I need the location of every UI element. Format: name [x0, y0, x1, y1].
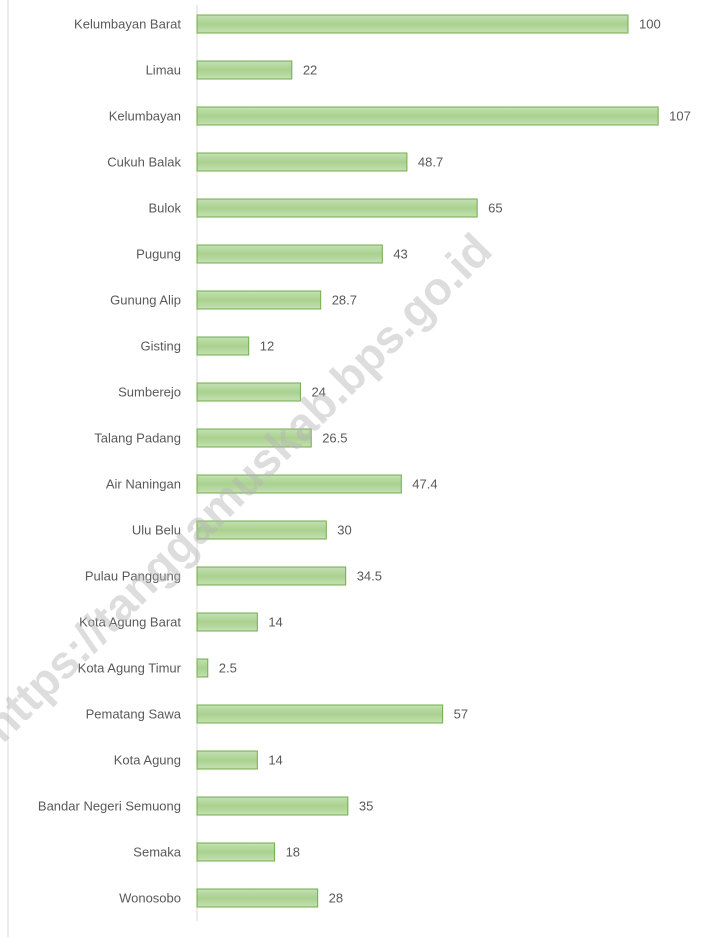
bar	[196, 244, 383, 264]
value-label: 57	[454, 706, 468, 721]
value-label: 47.4	[412, 476, 437, 491]
category-label: Limau	[146, 62, 181, 77]
bar	[196, 198, 478, 218]
category-label: Pulau Panggung	[85, 568, 181, 583]
category-label: Kelumbayan Barat	[74, 16, 181, 31]
category-label: Gunung Alip	[110, 292, 181, 307]
bar	[196, 704, 444, 724]
category-label: Pematang Sawa	[86, 706, 182, 721]
category-label: Wonosobo	[119, 890, 181, 905]
value-label: 35	[359, 798, 373, 813]
value-label: 14	[268, 752, 282, 767]
value-label: 30	[337, 522, 351, 537]
category-label: Cukuh Balak	[107, 154, 181, 169]
bar	[196, 106, 659, 126]
bar	[196, 152, 408, 172]
bar	[196, 428, 312, 448]
value-label: 48.7	[418, 154, 443, 169]
value-label: 28.7	[332, 292, 357, 307]
value-label: 2.5	[219, 660, 237, 675]
value-label: 12	[260, 338, 274, 353]
bar	[196, 290, 322, 310]
category-label: Sumberejo	[118, 384, 181, 399]
value-label: 34.5	[357, 568, 382, 583]
bar	[196, 750, 258, 770]
category-label: Pugung	[136, 246, 181, 261]
bar	[196, 60, 293, 80]
bar	[196, 796, 349, 816]
value-label: 100	[639, 16, 661, 31]
value-label: 43	[393, 246, 407, 261]
category-label: Kelumbayan	[109, 108, 181, 123]
bar	[196, 520, 327, 540]
category-label: Kota Agung Timur	[78, 660, 182, 675]
value-label: 28	[329, 890, 343, 905]
bar	[196, 382, 301, 402]
bar	[196, 474, 402, 494]
category-label: Bulok	[148, 200, 181, 215]
bar	[196, 336, 250, 356]
value-label: 24	[311, 384, 325, 399]
category-label: Ulu Belu	[132, 522, 181, 537]
category-label: Kota Agung	[114, 752, 181, 767]
category-label: Talang Padang	[94, 430, 181, 445]
category-label: Air Naningan	[106, 476, 181, 491]
value-label: 65	[488, 200, 502, 215]
category-label: Semaka	[133, 844, 181, 859]
value-label: 107	[669, 108, 691, 123]
category-label: Bandar Negeri Semuong	[38, 798, 181, 813]
bar	[196, 888, 319, 908]
value-label: 22	[303, 62, 317, 77]
value-label: 26.5	[322, 430, 347, 445]
bar	[196, 658, 209, 678]
category-label: Kota Agung Barat	[79, 614, 181, 629]
category-label: Gisting	[141, 338, 181, 353]
bar	[196, 566, 347, 586]
bar	[196, 14, 629, 34]
value-label: 18	[286, 844, 300, 859]
bar	[196, 612, 258, 632]
bar	[196, 842, 276, 862]
value-label: 14	[268, 614, 282, 629]
